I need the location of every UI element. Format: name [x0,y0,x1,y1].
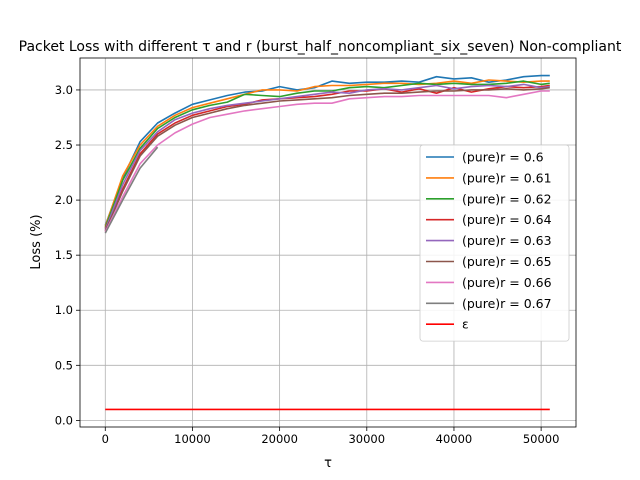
legend-label: (pure)r = 0.63 [462,233,552,248]
legend-label: (pure)r = 0.67 [462,296,552,311]
x-axis-ticks: 0 10000 20000 30000 40000 50000 [102,427,560,446]
series-line-7 [104,146,159,234]
legend-label: (pure)r = 0.61 [462,170,552,185]
y-tick-label: 0.5 [55,358,73,372]
y-tick-label: 1.5 [55,248,73,262]
series-line-1 [104,79,550,227]
series-line-4 [104,83,550,231]
y-tick-label: 2.5 [55,138,73,152]
y-tick-label: 2.0 [55,193,73,207]
axes-frame [79,57,577,428]
x-axis-label: τ [324,456,332,471]
x-tick-label: 50000 [523,432,560,446]
x-tick-label: 40000 [436,432,473,446]
legend-label: (pure)r = 0.64 [462,212,552,227]
legend-label: ε [462,317,469,332]
x-tick-label: 10000 [174,432,211,446]
legend-label: (pure)r = 0.62 [462,191,552,206]
y-axis-label: Loss (%) [29,214,44,269]
legend: (pure)r = 0.6 (pure)r = 0.61 (pure)r = 0.6… [419,144,570,342]
series-line-6 [104,90,550,233]
legend-label: (pure)r = 0.6 [462,150,544,165]
legend-label: (pure)r = 0.66 [462,275,552,290]
legend-box [419,144,570,342]
chart-title: Packet Loss with different τ and r (burs… [19,39,622,55]
series-line-2 [104,80,550,228]
y-axis-ticks: 0.0 0.5 1.0 1.5 2.0 2.5 3.0 [55,83,80,427]
y-tick-label: 0.0 [55,413,73,427]
plot-series [104,74,550,411]
legend-label: (pure)r = 0.65 [462,254,552,269]
x-tick-label: 30000 [348,432,385,446]
y-tick-label: 1.0 [55,303,73,317]
x-tick-label: 0 [102,432,109,446]
y-tick-label: 3.0 [55,83,73,97]
series-line-5 [104,86,550,232]
x-tick-label: 20000 [261,432,298,446]
